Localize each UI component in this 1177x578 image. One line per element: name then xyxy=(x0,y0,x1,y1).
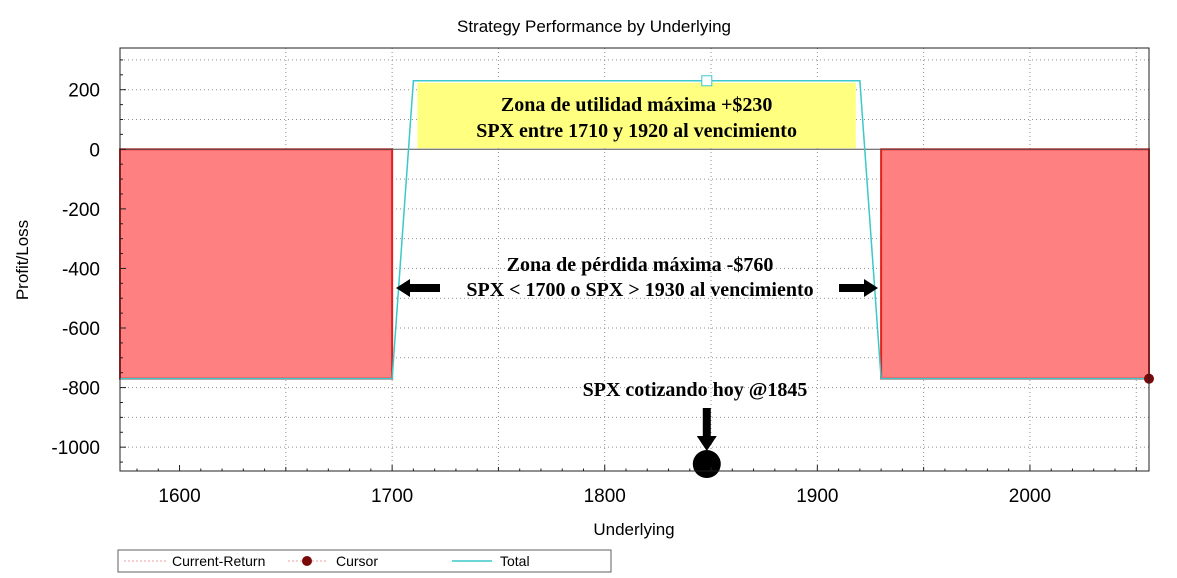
series-total-line xyxy=(120,80,1149,380)
spot-marker xyxy=(692,450,721,479)
x-tick-label: 2000 xyxy=(1009,486,1051,507)
spot-annotation: SPX cotizando hoy @1845 xyxy=(583,379,808,401)
x-tick-label: 1800 xyxy=(584,486,626,507)
y-tick-label: -800 xyxy=(62,379,100,400)
loss-annotation-line2: SPX < 1700 o SPX > 1930 al vencimiento xyxy=(466,279,813,301)
y-tick-label: -400 xyxy=(62,259,100,280)
y-tick-label: -200 xyxy=(62,200,100,221)
legend-box xyxy=(117,549,612,573)
plot-frame xyxy=(119,47,1150,472)
chart-title: Strategy Performance by Underlying xyxy=(457,17,731,36)
x-tick-label: 1900 xyxy=(796,486,838,507)
y-tick-label: -600 xyxy=(62,319,100,340)
left-arrow-icon xyxy=(396,279,440,297)
annotations: Zona de utilidad máxima +$230 SPX entre 1… xyxy=(396,94,878,479)
loss-annotation-line1: Zona de pérdida máxima -$760 xyxy=(507,254,774,276)
legend-label-total: Total xyxy=(500,553,530,569)
x-tick-label: 1700 xyxy=(371,486,413,507)
down-arrow-icon xyxy=(696,408,717,451)
legend: Current-Return Cursor Total xyxy=(117,549,612,573)
y-tick-label: 0 xyxy=(89,140,100,161)
legend-label-cursor: Cursor xyxy=(336,553,378,569)
legend-swatch-cursor xyxy=(302,556,312,566)
x-tick-label: 1600 xyxy=(158,486,200,507)
right-arrow-icon xyxy=(839,279,878,297)
profit-annotation-line2: SPX entre 1710 y 1920 al vencimiento xyxy=(476,120,797,142)
y-axis-ticks: 200 0 -200 -400 -600 -800 -1000 xyxy=(51,59,126,463)
x-axis-label: Underlying xyxy=(593,520,674,539)
y-tick-label: -1000 xyxy=(51,438,100,459)
loss-zone-1 xyxy=(119,148,394,380)
profit-annotation-line1: Zona de utilidad máxima +$230 xyxy=(501,94,772,116)
legend-label-current-return: Current-Return xyxy=(172,553,265,569)
profit-zone xyxy=(417,82,856,149)
total-marker-point xyxy=(701,75,713,87)
loss-zone-2 xyxy=(880,148,1150,380)
y-axis-label: Profit/Loss xyxy=(13,220,32,300)
zones xyxy=(119,82,1150,380)
y-tick-label: 200 xyxy=(68,81,100,102)
grid xyxy=(120,48,1149,471)
x-axis-ticks: 1600 1700 1800 1900 2000 xyxy=(136,465,1137,507)
